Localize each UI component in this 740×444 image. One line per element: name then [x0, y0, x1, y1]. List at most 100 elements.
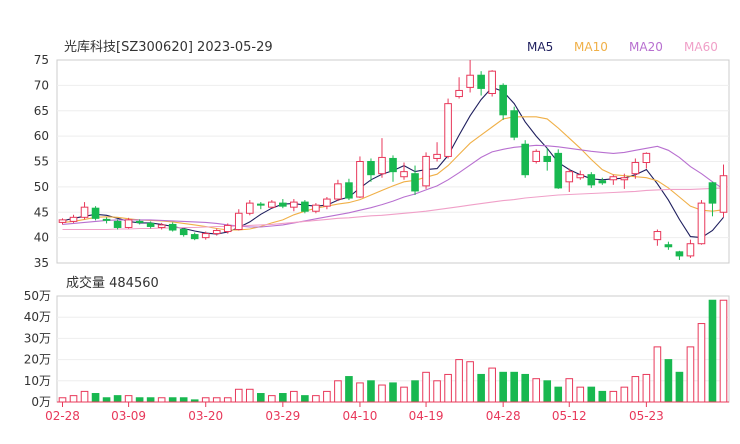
- candle: [323, 197, 331, 210]
- candle-body: [135, 220, 144, 223]
- price-y-axis: 35 40 45 50 55 60 65 70 75: [34, 53, 49, 270]
- candle-body: [102, 218, 111, 221]
- candle: [290, 199, 298, 212]
- candle: [157, 222, 166, 230]
- candle-body: [642, 152, 651, 164]
- volume-bar: [245, 388, 254, 403]
- candle-body: [234, 212, 243, 231]
- price-gridlines: [57, 84, 729, 239]
- volume-bar: [444, 373, 452, 403]
- candle-body: [157, 224, 166, 228]
- candle: [223, 223, 232, 234]
- candle-body: [245, 202, 254, 214]
- volume-bar: [477, 373, 485, 403]
- candle: [477, 71, 485, 96]
- candle: [466, 60, 474, 93]
- candle-body: [58, 219, 67, 223]
- candle-body: [190, 234, 199, 240]
- volume-bar: [686, 346, 695, 403]
- candle: [565, 168, 574, 192]
- volume-y-axis: 0万 10万 20万 30万 40万 50万: [24, 289, 51, 409]
- volume-bar: [91, 393, 100, 403]
- x-tick-label: 03-20: [188, 409, 223, 423]
- volume-bar: [708, 299, 717, 403]
- candle-body: [422, 155, 430, 187]
- volume-bar: [455, 359, 463, 403]
- volume-bar: [301, 395, 309, 403]
- candle: [510, 106, 518, 141]
- candle-body: [279, 202, 287, 207]
- candle: [444, 98, 452, 159]
- candle-body: [433, 153, 441, 159]
- candle-body: [345, 182, 353, 199]
- candle-body: [719, 175, 728, 213]
- volume-tick-label: 10万: [24, 374, 51, 388]
- candle: [631, 158, 640, 179]
- ma-line-ma20: [62, 144, 724, 228]
- candle-body: [201, 233, 210, 239]
- volume-bar: [532, 378, 541, 403]
- volume-bar: [58, 397, 67, 403]
- candle-body: [510, 110, 518, 138]
- candle: [91, 206, 100, 221]
- volume-bar: [290, 390, 298, 403]
- candle: [69, 214, 78, 223]
- price-tick-label: 50: [34, 180, 49, 194]
- date-x-axis: 02-28 03-09 03-20 03-29 04-10 04-19 04-28 05-12…: [45, 401, 729, 423]
- candle-body: [664, 244, 673, 248]
- legend-ma60: MA60: [684, 40, 718, 54]
- volume-bar: [719, 299, 728, 403]
- legend-ma20: MA20: [629, 40, 663, 54]
- volume-bar: [168, 397, 177, 403]
- candle-body: [256, 203, 265, 206]
- volume-bar: [466, 361, 474, 403]
- candle: [245, 200, 254, 216]
- candle: [268, 200, 276, 209]
- volume-bar: [697, 323, 706, 403]
- volume-bar: [124, 395, 133, 403]
- candle: [664, 241, 673, 250]
- candle-body: [466, 74, 474, 88]
- candle-body: [477, 74, 485, 89]
- candle: [135, 219, 144, 225]
- candle: [190, 232, 199, 241]
- price-tick-label: 40: [34, 231, 49, 245]
- price-tick-label: 35: [34, 256, 49, 270]
- candle: [179, 227, 188, 237]
- x-tick-label: 04-28: [486, 409, 521, 423]
- candle-body: [598, 180, 607, 184]
- volume-bar: [499, 371, 507, 403]
- candle-body: [212, 230, 221, 235]
- candle: [301, 200, 309, 214]
- volume-bar: [609, 390, 618, 403]
- candle-body: [356, 161, 364, 198]
- candle-body: [301, 201, 309, 212]
- candle: [367, 158, 375, 182]
- candle-body: [168, 223, 177, 231]
- candle-body: [69, 216, 78, 222]
- candle-body: [620, 177, 629, 181]
- candle: [256, 202, 265, 210]
- volume-bar: [565, 378, 574, 403]
- volume-bar: [554, 386, 563, 403]
- volume-bar: [631, 376, 640, 403]
- x-tick-label: 02-28: [45, 409, 80, 423]
- candle: [146, 221, 155, 229]
- candle: [719, 164, 728, 218]
- candle-body: [565, 171, 574, 183]
- volume-bar: [521, 373, 530, 403]
- candle-body: [631, 162, 640, 175]
- candlesticks: [58, 60, 728, 260]
- candle-body: [697, 202, 706, 245]
- candle: [80, 202, 89, 220]
- x-tick-label: 03-09: [111, 409, 146, 423]
- candle-body: [367, 161, 375, 176]
- x-tick-label: 05-12: [552, 409, 587, 423]
- candle-body: [334, 183, 342, 200]
- volume-bar: [212, 397, 221, 403]
- candle-body: [113, 220, 122, 228]
- candle: [411, 165, 419, 195]
- candle-body: [521, 143, 530, 176]
- candle: [521, 140, 530, 178]
